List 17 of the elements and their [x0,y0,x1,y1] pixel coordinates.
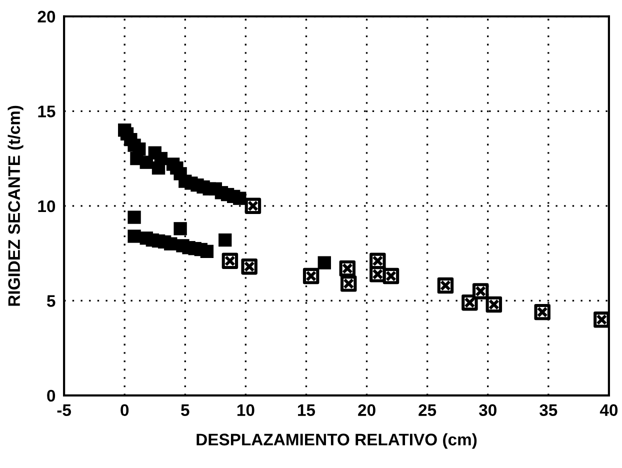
x-tick-label: 15 [298,404,316,416]
x-tick-label: 10 [237,404,254,416]
y-axis-title: RIGIDEZ SECANTE (t/cm) [8,106,24,306]
x-tick-label: 20 [358,404,376,416]
x-tick-label: 40 [600,404,618,416]
y-tick-label: 10 [38,200,56,212]
x-tick-label: 30 [478,404,496,416]
y-tick-label: 5 [46,295,56,307]
x-tick-label: 35 [540,404,558,416]
x-tick-label: -5 [57,404,72,416]
y-tick-label: 0 [47,390,56,402]
y-tick-label: 20 [38,10,56,23]
x-tick-label: 25 [418,404,436,416]
x-tick-label: 5 [181,404,190,416]
y-tick-label: 15 [38,106,56,118]
x-axis-title: DESPLAZAMIENTO RELATIVO (cm) [196,433,477,449]
x-tick-label: 0 [120,404,129,416]
